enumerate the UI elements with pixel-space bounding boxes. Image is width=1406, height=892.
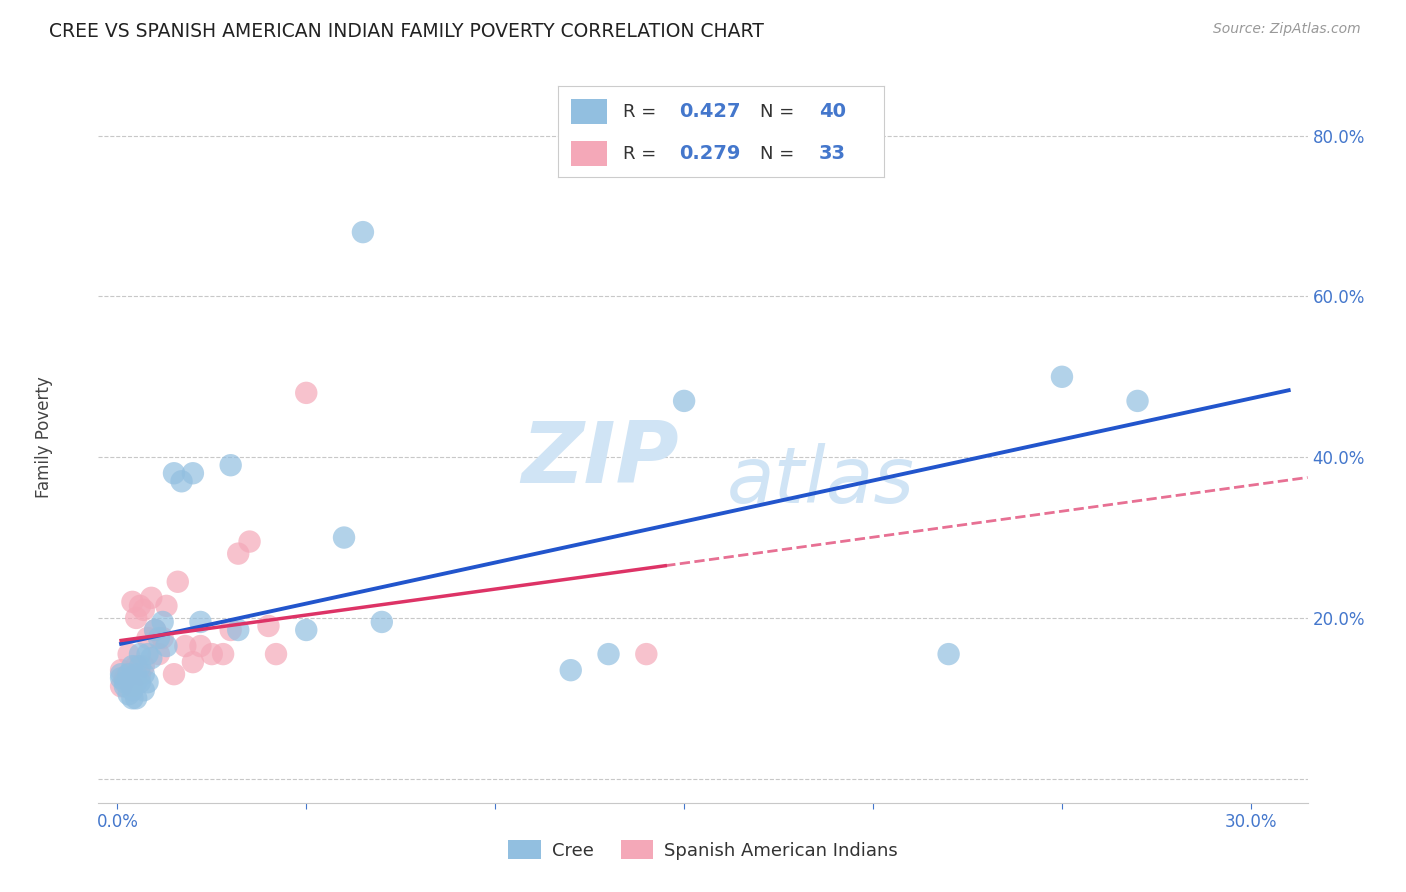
Point bbox=[121, 679, 143, 693]
Point bbox=[239, 534, 262, 549]
Point bbox=[636, 647, 658, 661]
Point bbox=[938, 647, 960, 661]
Point bbox=[114, 671, 136, 685]
Point bbox=[136, 675, 159, 690]
Point bbox=[132, 667, 155, 681]
Point bbox=[121, 595, 143, 609]
Point bbox=[125, 667, 148, 681]
Point bbox=[121, 659, 143, 673]
Point bbox=[1050, 369, 1073, 384]
Point bbox=[190, 639, 212, 653]
Point bbox=[125, 659, 148, 673]
Point bbox=[129, 659, 152, 673]
Point bbox=[118, 667, 141, 681]
Point bbox=[148, 647, 170, 661]
Point bbox=[114, 675, 136, 690]
Point bbox=[129, 599, 152, 613]
Text: Source: ZipAtlas.com: Source: ZipAtlas.com bbox=[1213, 22, 1361, 37]
Point bbox=[598, 647, 620, 661]
Point bbox=[143, 623, 166, 637]
Point bbox=[132, 659, 155, 673]
Point bbox=[163, 467, 186, 481]
Point bbox=[136, 631, 159, 645]
Point bbox=[295, 385, 318, 400]
Point bbox=[1126, 393, 1149, 408]
Point bbox=[125, 691, 148, 706]
Point bbox=[129, 647, 152, 661]
Point bbox=[129, 675, 152, 690]
Point bbox=[212, 647, 235, 661]
Point bbox=[560, 663, 582, 677]
Point bbox=[132, 603, 155, 617]
Text: atlas: atlas bbox=[727, 443, 915, 519]
Point bbox=[132, 683, 155, 698]
Point bbox=[352, 225, 374, 239]
Point bbox=[174, 639, 197, 653]
Text: Family Poverty: Family Poverty bbox=[35, 376, 53, 498]
Point bbox=[219, 458, 242, 473]
Point bbox=[129, 667, 152, 681]
Point bbox=[371, 615, 394, 629]
Text: CREE VS SPANISH AMERICAN INDIAN FAMILY POVERTY CORRELATION CHART: CREE VS SPANISH AMERICAN INDIAN FAMILY P… bbox=[49, 22, 763, 41]
Point bbox=[333, 531, 356, 545]
Point bbox=[143, 623, 166, 637]
Point bbox=[226, 547, 249, 561]
Point bbox=[264, 647, 287, 661]
Point bbox=[219, 623, 242, 637]
Point bbox=[110, 671, 132, 685]
Point bbox=[155, 599, 177, 613]
Point bbox=[110, 679, 132, 693]
Point bbox=[110, 663, 132, 677]
Point bbox=[226, 623, 249, 637]
Point bbox=[136, 647, 159, 661]
Point bbox=[148, 631, 170, 645]
Point bbox=[257, 619, 280, 633]
Point bbox=[155, 639, 177, 653]
Point bbox=[125, 675, 148, 690]
Point bbox=[170, 475, 193, 489]
Point bbox=[118, 647, 141, 661]
Point bbox=[201, 647, 224, 661]
Point bbox=[121, 683, 143, 698]
Point bbox=[190, 615, 212, 629]
Point bbox=[114, 679, 136, 693]
Point bbox=[181, 655, 204, 669]
Point bbox=[118, 687, 141, 701]
Text: ZIP: ZIP bbox=[522, 417, 679, 500]
Point bbox=[163, 667, 186, 681]
Point bbox=[141, 651, 163, 665]
Point bbox=[141, 591, 163, 605]
Point bbox=[152, 615, 174, 629]
Point bbox=[118, 667, 141, 681]
Legend: Cree, Spanish American Indians: Cree, Spanish American Indians bbox=[501, 833, 905, 867]
Point bbox=[673, 393, 696, 408]
Point bbox=[181, 467, 204, 481]
Point bbox=[166, 574, 188, 589]
Point bbox=[110, 667, 132, 681]
Point bbox=[125, 611, 148, 625]
Point bbox=[295, 623, 318, 637]
Point bbox=[152, 631, 174, 645]
Point bbox=[121, 691, 143, 706]
